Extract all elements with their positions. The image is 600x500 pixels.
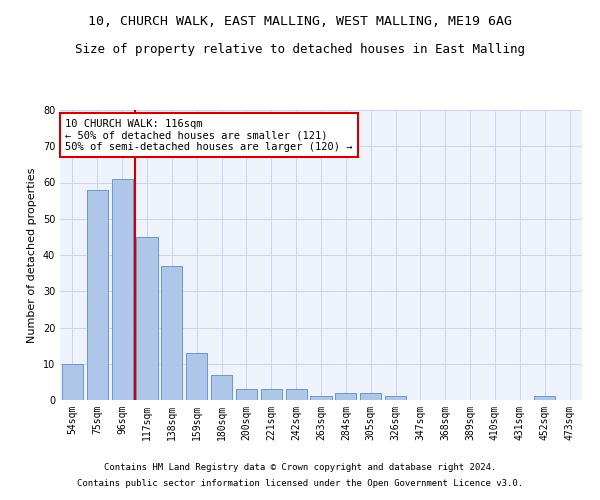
Bar [534,396,555,400]
Bar [136,237,158,400]
Bar [161,266,182,400]
Bar [236,389,257,400]
Text: Contains HM Land Registry data © Crown copyright and database right 2024.: Contains HM Land Registry data © Crown c… [104,464,496,472]
Bar [385,396,406,400]
Bar [62,364,83,400]
Bar [335,393,356,400]
Bar [261,389,282,400]
Bar [112,179,133,400]
Text: Contains public sector information licensed under the Open Government Licence v3: Contains public sector information licen… [77,478,523,488]
Text: Size of property relative to detached houses in East Malling: Size of property relative to detached ho… [75,42,525,56]
Y-axis label: Number of detached properties: Number of detached properties [27,168,37,342]
Bar [211,374,232,400]
Bar [286,389,307,400]
Bar [360,393,381,400]
Text: 10, CHURCH WALK, EAST MALLING, WEST MALLING, ME19 6AG: 10, CHURCH WALK, EAST MALLING, WEST MALL… [88,15,512,28]
Bar [310,396,332,400]
Bar [87,190,108,400]
Text: 10 CHURCH WALK: 116sqm
← 50% of detached houses are smaller (121)
50% of semi-de: 10 CHURCH WALK: 116sqm ← 50% of detached… [65,118,353,152]
Bar [186,353,207,400]
